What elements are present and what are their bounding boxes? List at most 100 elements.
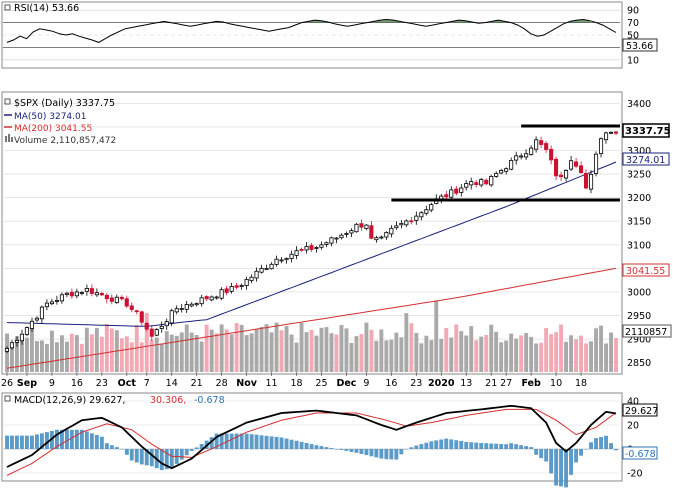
date-tick-label: Oct: [118, 378, 137, 389]
macd-histogram-bar: [324, 447, 329, 449]
price-tick-label: 3000: [627, 287, 651, 298]
volume-bar: [89, 334, 94, 372]
volume-bar: [349, 343, 354, 372]
date-tick-label: Dec: [336, 378, 356, 389]
candlesticks: [4, 130, 618, 354]
candle-body: [134, 310, 139, 313]
macd-histogram-bar: [349, 449, 354, 452]
candlestick: [384, 231, 389, 240]
macd-histogram-bar: [84, 431, 89, 449]
candlestick: [344, 231, 349, 238]
volume-bar: [604, 343, 608, 372]
candlestick: [34, 316, 39, 323]
volume-bar: [25, 337, 29, 372]
candlestick: [579, 161, 584, 174]
candlestick: [39, 305, 44, 324]
candlestick: [449, 186, 454, 201]
candlestick: [59, 292, 64, 304]
candlestick: [359, 219, 364, 231]
macd-histogram-bar: [239, 433, 244, 449]
macd-value-tag-box: [622, 403, 658, 417]
candlestick: [149, 325, 154, 341]
ma200-tag-text: 3041.55: [626, 266, 665, 277]
volume-bar: [359, 334, 364, 372]
candle-body: [29, 320, 34, 329]
macd-legend: MACD(12,26,9) 29.627, 30.306, -0.678: [4, 395, 225, 406]
volume-bar: [589, 341, 593, 372]
volume-bar: [40, 340, 44, 372]
volume-bar: [599, 325, 603, 372]
volume-bar: [384, 340, 389, 372]
candle-body: [304, 246, 309, 251]
last-price-tag: 3337.75: [622, 123, 671, 138]
candle-body: [119, 296, 124, 300]
macd-histogram-bar: [389, 449, 394, 460]
candlestick: [129, 302, 134, 313]
rsi-tick-label: 90: [627, 6, 639, 17]
date-tick-label: 25: [315, 378, 327, 389]
volume-bar: [274, 322, 279, 372]
candle-body: [169, 310, 174, 324]
candle-body: [269, 263, 274, 270]
candle-body: [59, 294, 64, 302]
candle-body: [564, 169, 569, 179]
candle-body: [369, 225, 374, 239]
candlestick: [399, 220, 404, 229]
candlestick: [214, 295, 219, 300]
rsi-tick-label: 10: [627, 55, 639, 66]
candlestick: [229, 282, 234, 294]
candlestick: [179, 303, 184, 313]
price-legend-title: $SPX (Daily) 3337.75: [14, 98, 115, 109]
price-tick-label: 3300: [627, 146, 651, 157]
candle-body: [104, 294, 109, 300]
price-tick-label: 2850: [627, 358, 651, 369]
last-price-tag-box: [622, 123, 670, 138]
candle-body: [569, 160, 574, 170]
candle-body: [379, 236, 384, 239]
volume-bar: [329, 333, 334, 372]
macd-tick-label: 20: [627, 421, 639, 432]
macd-histogram-bar: [184, 449, 189, 456]
date-tick-label: 14: [166, 378, 178, 389]
macd-histogram-bar: [50, 431, 54, 449]
candlestick: [469, 177, 474, 190]
candlestick: [549, 145, 554, 165]
volume-bar: [214, 333, 219, 372]
macd-histogram-bar: [384, 449, 389, 460]
ma50-tag-text: 3274.01: [626, 155, 665, 166]
candle-body: [554, 158, 559, 177]
volume-bar: [354, 336, 359, 372]
macd-histogram-bar: [65, 429, 69, 449]
candlestick: [529, 145, 534, 156]
volume-bar: [294, 342, 299, 372]
volume-bar: [309, 329, 314, 372]
candlestick: [524, 149, 529, 160]
candle-body: [279, 259, 284, 262]
macd-histogram-bar: [569, 449, 573, 475]
candlestick: [209, 295, 214, 302]
candle-body: [149, 328, 154, 337]
date-tick-label: 23: [410, 378, 422, 389]
macd-histogram-bar: [374, 449, 379, 458]
candle-body: [299, 248, 304, 251]
macd-hist-tag-box: [622, 446, 658, 460]
candlestick: [339, 233, 344, 240]
candlestick: [334, 237, 339, 244]
candlestick: [419, 211, 424, 221]
candle-body: [329, 237, 334, 244]
volume-bar: [65, 341, 69, 372]
macd-histogram-bar: [139, 449, 144, 465]
candle-body: [409, 220, 414, 223]
date-tick-label: Nov: [236, 378, 257, 389]
candle-body: [419, 212, 424, 218]
macd-histogram-bar: [364, 449, 369, 456]
date-tick-label: 9: [49, 378, 55, 389]
volume-bar: [549, 334, 554, 372]
macd-histogram-bar: [334, 449, 339, 450]
macd-plot-frame: [1, 392, 623, 482]
volume-bar: [259, 327, 264, 372]
candlestick: [459, 184, 464, 197]
macd-histogram-bar: [15, 435, 19, 449]
macd-histogram-bar: [499, 444, 504, 449]
